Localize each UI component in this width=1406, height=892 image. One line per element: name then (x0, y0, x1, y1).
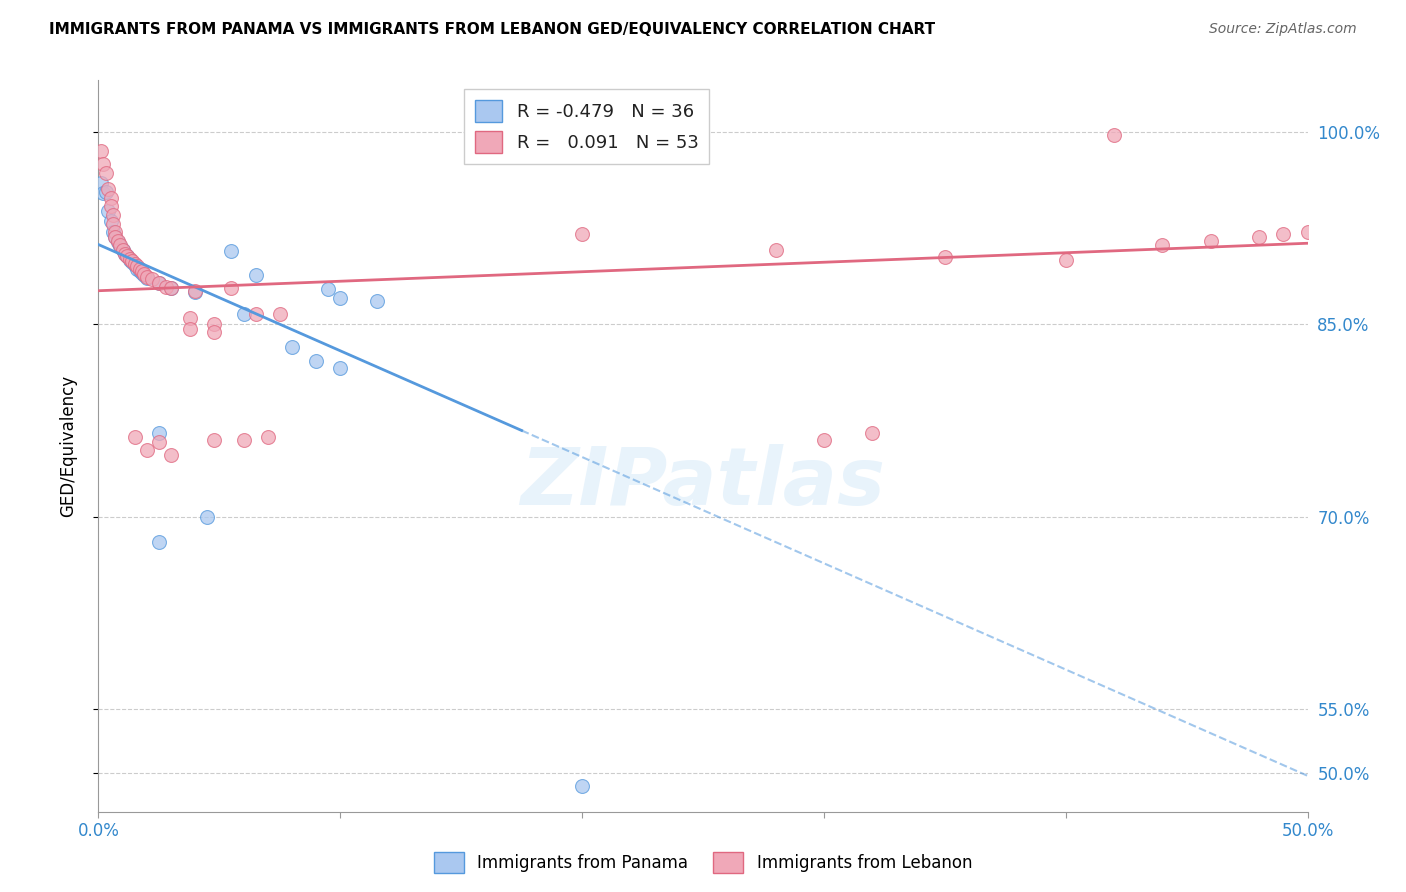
Point (104, 230, 127, 244)
Point (94, 166, 117, 180)
Point (97, 182, 120, 196)
Point (127, 261, 149, 276)
Point (934, 251, 956, 265)
Point (141, 272, 163, 286)
Point (118, 252, 141, 266)
Point (91, 186, 114, 201)
Point (117, 249, 139, 263)
Point (329, 292, 352, 306)
Point (329, 360, 352, 375)
Point (245, 268, 267, 283)
Point (94, 185, 117, 199)
Point (148, 276, 170, 290)
Point (256, 430, 278, 444)
Point (232, 307, 254, 321)
Point (90, 176, 112, 190)
Point (160, 281, 183, 295)
Point (108, 237, 131, 252)
Point (100, 199, 122, 213)
Point (117, 249, 139, 263)
Point (111, 243, 134, 257)
Point (184, 285, 207, 299)
Point (204, 433, 226, 447)
Point (104, 230, 127, 244)
Point (195, 509, 218, 524)
Point (114, 246, 136, 260)
Point (765, 243, 787, 257)
Text: IMMIGRANTS FROM PANAMA VS IMMIGRANTS FROM LEBANON GED/EQUIVALENCY CORRELATION CH: IMMIGRANTS FROM PANAMA VS IMMIGRANTS FRO… (49, 22, 935, 37)
Point (131, 266, 153, 280)
Point (127, 260, 149, 274)
Point (124, 257, 146, 271)
Point (160, 448, 183, 462)
Point (100, 214, 122, 228)
Point (316, 282, 339, 296)
Point (232, 433, 254, 447)
Point (101, 217, 124, 231)
Point (111, 243, 134, 257)
Point (179, 310, 201, 325)
Point (135, 442, 157, 457)
Point (114, 246, 136, 260)
Point (155, 280, 177, 294)
Y-axis label: GED/Equivalency: GED/Equivalency (59, 375, 77, 517)
Point (101, 225, 124, 239)
Text: ZIPatlas: ZIPatlas (520, 443, 886, 522)
Point (104, 225, 127, 239)
Point (160, 281, 183, 295)
Point (107, 234, 129, 248)
Legend: R = -0.479   N = 36, R =   0.091   N = 53: R = -0.479 N = 36, R = 0.091 N = 53 (464, 89, 709, 164)
Point (108, 239, 131, 253)
Point (1054, 252, 1077, 267)
Point (118, 252, 141, 267)
Point (184, 284, 207, 298)
Point (245, 307, 267, 321)
Point (813, 433, 835, 447)
Point (128, 261, 150, 276)
Point (204, 325, 226, 339)
Point (131, 264, 153, 278)
Point (1296, 225, 1319, 239)
Point (179, 322, 201, 336)
Point (121, 255, 143, 269)
Point (128, 264, 150, 278)
Point (97, 204, 120, 219)
Point (91, 157, 114, 171)
Point (571, 227, 593, 242)
Text: Source: ZipAtlas.com: Source: ZipAtlas.com (1209, 22, 1357, 37)
Point (107, 235, 129, 249)
Point (100, 191, 122, 205)
Point (135, 269, 157, 284)
Point (124, 430, 146, 444)
Point (305, 354, 328, 368)
Point (90, 144, 112, 158)
Point (204, 317, 226, 331)
Point (124, 258, 146, 272)
Point (281, 340, 304, 354)
Point (135, 271, 157, 285)
Point (148, 535, 170, 549)
Point (148, 435, 170, 450)
Point (148, 276, 170, 290)
Point (101, 208, 124, 222)
Point (571, 779, 593, 793)
Point (1272, 227, 1295, 242)
Point (1102, 128, 1125, 143)
Point (1249, 230, 1271, 244)
Point (121, 254, 143, 268)
Point (269, 307, 291, 321)
Point (134, 267, 156, 281)
Point (860, 426, 883, 441)
Point (1152, 237, 1174, 252)
Point (1199, 234, 1222, 248)
Point (148, 426, 170, 441)
Point (221, 244, 243, 258)
Point (366, 293, 388, 308)
Point (134, 268, 156, 283)
Point (221, 281, 243, 295)
Legend: Immigrants from Panama, Immigrants from Lebanon: Immigrants from Panama, Immigrants from … (427, 846, 979, 880)
